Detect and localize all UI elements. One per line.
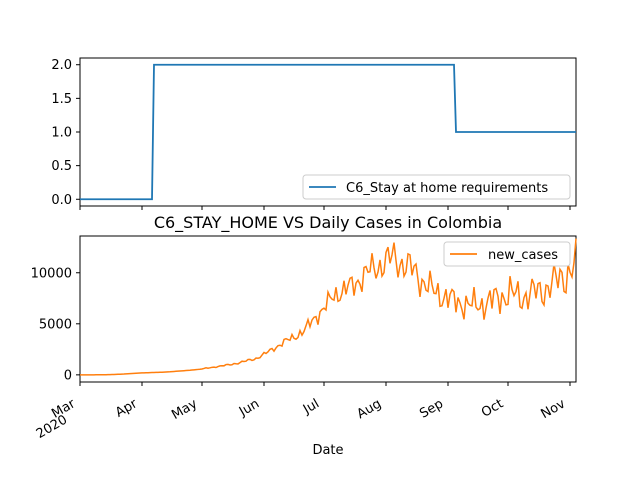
top-y-tick-label: 1.5 <box>51 92 72 107</box>
bottom-x-tick-label: Jul <box>300 396 322 417</box>
x-axis-label: Date <box>312 443 343 458</box>
top-legend: C6_Stay at home requirements <box>302 174 571 200</box>
bottom-y-tick-label: 0 <box>64 368 72 383</box>
top-legend-label: C6_Stay at home requirements <box>346 181 548 196</box>
bottom-legend-box <box>443 241 571 267</box>
top-axes: 0.0 0.5 1.0 1.5 2.0 C6_Stay at home requirem… <box>51 57 577 210</box>
top-y-tick-label: 1.0 <box>51 126 72 141</box>
top-x-ticks <box>79 206 571 210</box>
bottom-chart-title: C6_STAY_HOME VS Daily Cases in Colombia <box>154 213 502 233</box>
bottom-y-tick-label: 5000 <box>39 317 72 332</box>
bottom-y-ticks: 0 5000 10000 <box>31 266 80 383</box>
bottom-legend-label: new_cases <box>488 248 558 263</box>
top-y-tick-label: 0.5 <box>51 159 72 174</box>
bottom-plot-frame <box>79 235 577 383</box>
bottom-series-line <box>80 238 577 376</box>
bottom-legend: new_cases <box>443 241 571 267</box>
bottom-y-tick-label: 10000 <box>31 266 72 281</box>
top-legend-box <box>302 174 571 200</box>
top-y-tick-label: 0.0 <box>51 193 72 208</box>
top-series-line <box>80 63 576 201</box>
top-y-ticks: 0.0 0.5 1.0 1.5 2.0 <box>51 58 80 208</box>
top-y-tick-label: 2.0 <box>51 58 72 73</box>
